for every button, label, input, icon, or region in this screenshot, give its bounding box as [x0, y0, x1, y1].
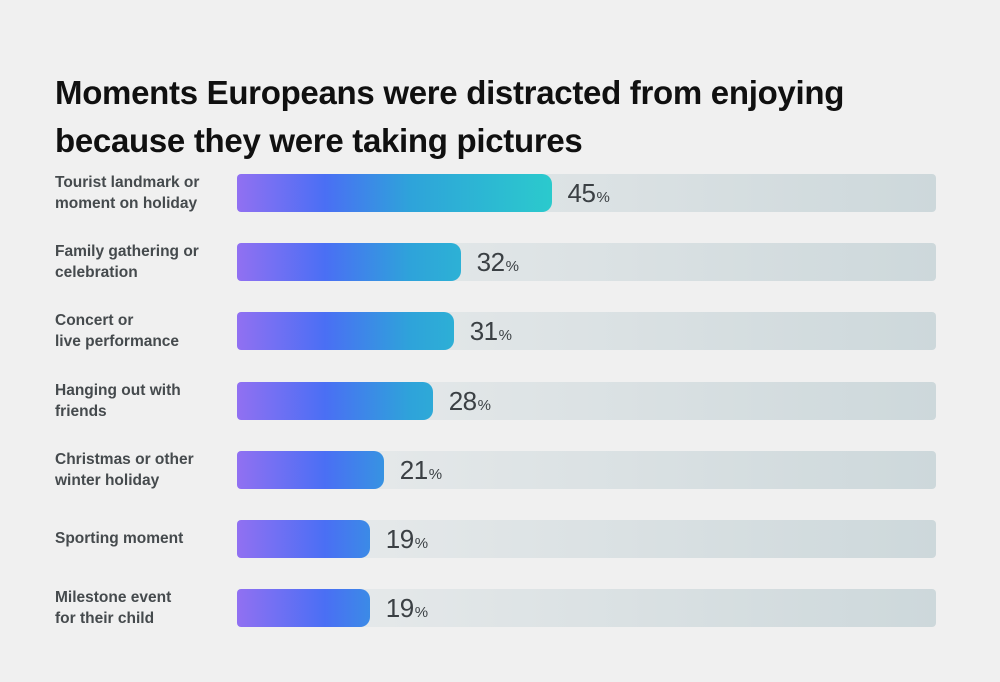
category-label: Sporting moment: [55, 530, 184, 548]
category-label: Concert or live performance: [55, 312, 180, 351]
value-number: 45: [567, 178, 596, 208]
category-label: Milestone event for their child: [55, 589, 172, 628]
category-label: Christmas or other winter holiday: [55, 450, 194, 489]
bar: [237, 381, 433, 420]
chart-row: Christmas or other winter holiday 21%: [55, 450, 936, 489]
value-unit: %: [414, 604, 429, 622]
chart-row: Family gathering or celebration 32%: [55, 243, 936, 282]
value-unit: %: [596, 189, 610, 206]
value-unit: %: [498, 327, 512, 345]
chart-title: Moments Europeans were distracted from e…: [55, 74, 845, 160]
bar-track: 28%: [237, 381, 936, 420]
bar-track: 21%: [237, 450, 936, 489]
bar-track: 31%: [237, 312, 936, 351]
value-label: 32%: [477, 249, 519, 275]
value-number: 19: [385, 523, 414, 554]
value-label: 31%: [470, 318, 512, 344]
chart-row: Tourist landmark or moment on holiday 45%: [55, 174, 936, 212]
bar: [237, 589, 370, 628]
bar: [237, 450, 384, 489]
value-unit: %: [477, 396, 491, 414]
bar: [237, 312, 454, 351]
value-number: 28: [448, 385, 477, 416]
value-unit: %: [428, 465, 443, 483]
category-label: Family gathering or celebration: [55, 243, 199, 282]
value-label: 28%: [449, 388, 491, 414]
bar-chart: Tourist landmark or moment on holiday 45%…: [55, 174, 936, 628]
value-number: 32: [476, 247, 505, 278]
value-number: 31: [469, 316, 498, 347]
chart-row: Sporting moment 19%: [55, 519, 936, 558]
bar-track: 45%: [237, 174, 936, 212]
bar: [237, 243, 461, 282]
category-label: Hanging out with friends: [55, 381, 181, 420]
value-label: 45%: [568, 180, 610, 206]
bar: [237, 519, 370, 558]
chart-row: Concert or live performance 31%: [55, 312, 936, 351]
category-label: Tourist landmark or moment on holiday: [55, 174, 200, 212]
value-unit: %: [414, 534, 429, 552]
chart-row: Milestone event for their child 19%: [55, 589, 936, 628]
bar-track: 19%: [237, 589, 936, 628]
chart-row: Hanging out with friends 28%: [55, 381, 936, 420]
value-label: 19%: [386, 595, 428, 621]
value-number: 21: [399, 454, 428, 485]
bar: [237, 174, 552, 212]
value-unit: %: [505, 258, 519, 276]
bar-track: 19%: [237, 519, 936, 558]
value-number: 19: [385, 593, 414, 624]
bar-track: 32%: [237, 243, 936, 282]
value-label: 19%: [386, 526, 428, 552]
value-label: 21%: [400, 457, 442, 483]
